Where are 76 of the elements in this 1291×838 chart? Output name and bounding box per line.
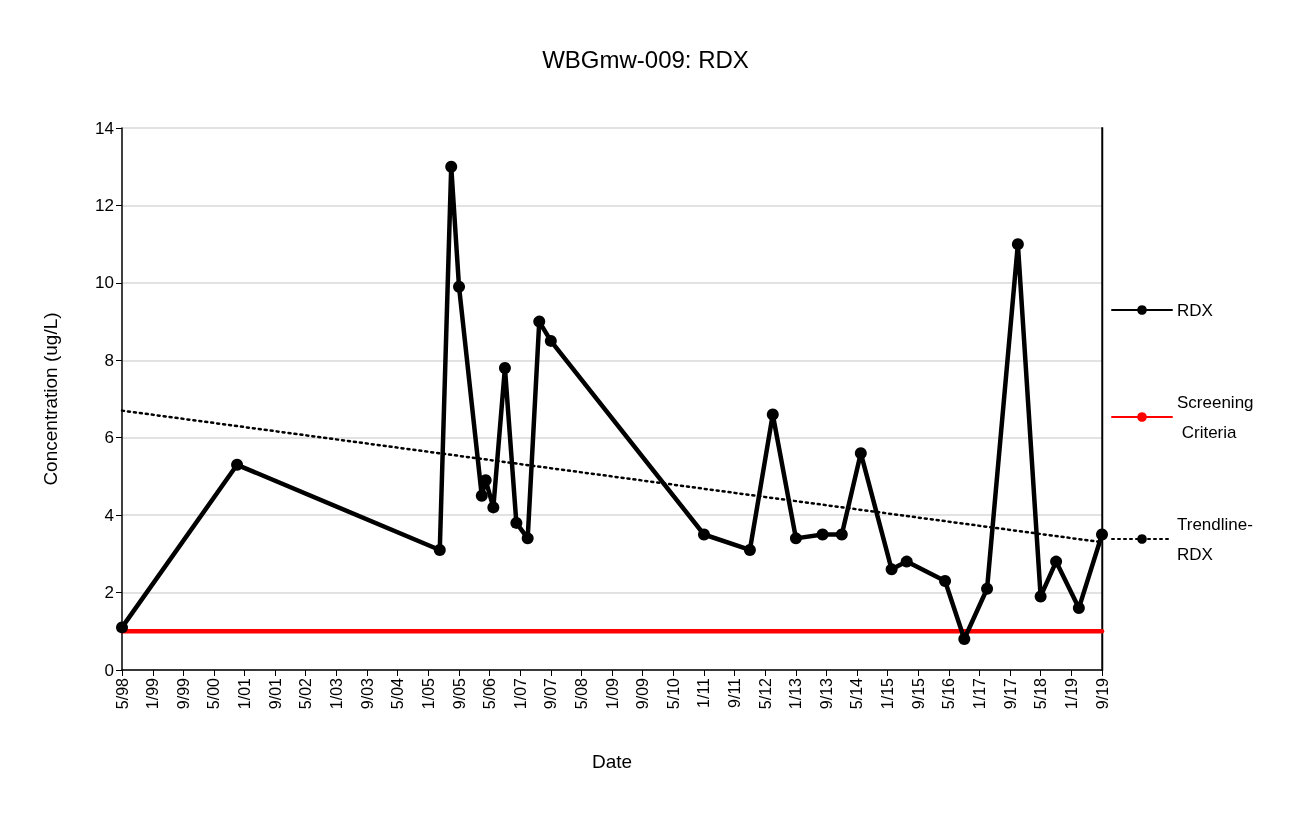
y-tick-label: 14 (95, 118, 114, 138)
point (981, 582, 994, 595)
point (900, 555, 913, 568)
y-tick-label: 8 (104, 350, 114, 370)
point (1034, 590, 1047, 603)
point (433, 543, 446, 556)
legend-label: Screening Criteria (1177, 392, 1254, 442)
point (498, 362, 511, 375)
x-tick-label: 5/02 (297, 677, 315, 710)
point (958, 633, 971, 646)
y-tick-label: 4 (104, 505, 114, 525)
point (231, 458, 244, 471)
x-tick-label: 1/15 (879, 677, 897, 710)
x-tick-label: 9/17 (1001, 677, 1019, 710)
point (116, 621, 128, 634)
point (698, 528, 710, 541)
y-tick-label: 12 (95, 195, 114, 215)
x-tick-label: 5/12 (756, 677, 774, 710)
x-tick-label: 9/03 (358, 677, 376, 710)
y-axis-title: Concentration (ug/L) (40, 312, 61, 486)
x-tick-label: 1/99 (144, 677, 162, 710)
x-tick-label: 9/15 (909, 677, 927, 710)
y-tick-label: 2 (104, 583, 114, 603)
point (1050, 555, 1063, 568)
x-tick-label: 9/11 (726, 677, 744, 708)
x-tick-label: 9/05 (450, 677, 468, 710)
point (854, 447, 867, 460)
x-tick-label: 1/09 (603, 677, 621, 710)
x-tick-label: 5/06 (480, 677, 498, 710)
point (789, 532, 802, 545)
legend-label: RDX (1177, 300, 1213, 320)
x-tick-label: 9/19 (1093, 677, 1111, 710)
point (544, 334, 557, 347)
x-tick-label: 1/17 (971, 677, 989, 710)
x-tick-label: 1/05 (419, 677, 437, 710)
point (885, 563, 898, 576)
y-tick-label: 0 (104, 660, 114, 680)
x-tick-label: 5/04 (389, 677, 407, 710)
x-tick-label: 5/98 (113, 677, 131, 710)
x-tick-label: 1/13 (787, 677, 805, 710)
x-tick-label: 5/16 (940, 677, 958, 710)
x-tick-label: 1/19 (1062, 677, 1080, 710)
x-tick-label: 5/08 (572, 677, 590, 710)
x-tick-label: 9/99 (174, 677, 192, 710)
y-tick-label: 10 (95, 273, 114, 293)
point (766, 408, 779, 421)
x-tick-label: 9/13 (817, 677, 835, 710)
point (835, 528, 848, 541)
point (475, 489, 488, 502)
x-axis-title: Date (591, 751, 633, 772)
point (939, 574, 952, 587)
x-tick-label: 5/14 (848, 677, 866, 710)
x-tick-label: 9/01 (266, 677, 284, 710)
point (487, 501, 500, 514)
x-tick-label: 1/03 (328, 677, 346, 710)
point (1096, 528, 1108, 541)
point (510, 516, 523, 529)
x-tick-label: 5/00 (205, 677, 223, 710)
x-tick-label: 1/01 (236, 677, 254, 710)
point (533, 315, 546, 328)
x-tick-label: 1/07 (511, 677, 529, 710)
legend-label: Trendline-RDX (1177, 514, 1253, 564)
point (1011, 238, 1024, 251)
x-tick-label: 5/18 (1032, 677, 1050, 710)
point (445, 160, 458, 173)
point (743, 543, 756, 556)
x-tick-label: 9/09 (634, 677, 652, 710)
y-tick-label: 6 (104, 428, 114, 448)
point (521, 532, 534, 545)
x-tick-label: 9/07 (542, 677, 560, 710)
point (1072, 602, 1085, 615)
x-tick-label: 1/11 (695, 677, 713, 708)
point (453, 280, 466, 293)
point (816, 528, 829, 541)
x-tick-label: 5/10 (664, 677, 682, 710)
chart-title: WBGmw-009: RDX (542, 45, 749, 73)
